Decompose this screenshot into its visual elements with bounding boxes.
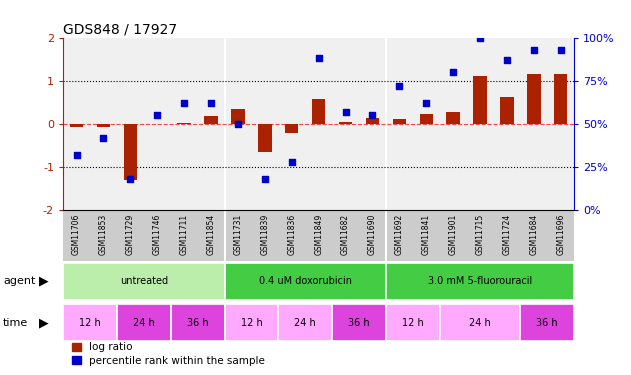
Bar <box>420 114 433 124</box>
Text: 36 h: 36 h <box>187 318 208 327</box>
Text: 3.0 mM 5-fluorouracil: 3.0 mM 5-fluorouracil <box>428 276 532 286</box>
Bar <box>278 304 332 341</box>
Text: GSM11682: GSM11682 <box>341 214 350 255</box>
Point <box>233 121 243 127</box>
Point <box>206 100 216 106</box>
Text: 36 h: 36 h <box>348 318 370 327</box>
Text: GSM11729: GSM11729 <box>126 214 135 255</box>
Bar <box>63 262 225 300</box>
Text: GSM11901: GSM11901 <box>449 214 457 255</box>
Bar <box>386 304 440 341</box>
Text: 0.4 uM doxorubicin: 0.4 uM doxorubicin <box>259 276 351 286</box>
Bar <box>258 124 271 152</box>
Text: GSM11684: GSM11684 <box>529 214 538 255</box>
Text: GSM11854: GSM11854 <box>206 214 216 255</box>
Text: time: time <box>3 318 28 327</box>
Point <box>341 109 351 115</box>
Bar <box>521 304 574 341</box>
Legend: log ratio, percentile rank within the sample: log ratio, percentile rank within the sa… <box>68 338 269 370</box>
Bar <box>500 97 514 124</box>
Text: untreated: untreated <box>120 276 168 286</box>
Bar <box>117 304 171 341</box>
Bar <box>332 304 386 341</box>
Text: GSM11692: GSM11692 <box>395 214 404 255</box>
Text: ▶: ▶ <box>39 275 49 288</box>
Bar <box>231 109 245 124</box>
Text: 24 h: 24 h <box>133 318 155 327</box>
Point <box>367 112 377 118</box>
Bar <box>204 116 218 124</box>
Text: GSM11731: GSM11731 <box>233 214 242 255</box>
Bar <box>527 74 541 124</box>
Point <box>260 176 270 182</box>
Point <box>314 55 324 61</box>
Bar <box>386 262 574 300</box>
Point <box>502 57 512 63</box>
Text: GSM11746: GSM11746 <box>153 214 162 255</box>
Point <box>475 34 485 40</box>
Text: 24 h: 24 h <box>469 318 491 327</box>
Text: GSM11724: GSM11724 <box>502 214 512 255</box>
Bar <box>392 118 406 124</box>
Text: GSM11715: GSM11715 <box>476 214 485 255</box>
Point <box>286 159 297 165</box>
Text: 12 h: 12 h <box>79 318 101 327</box>
Text: GSM11706: GSM11706 <box>72 214 81 255</box>
Bar <box>554 74 567 124</box>
Text: GSM11839: GSM11839 <box>261 214 269 255</box>
Text: GSM11841: GSM11841 <box>422 214 431 255</box>
Point <box>179 100 189 106</box>
Text: 12 h: 12 h <box>240 318 262 327</box>
Text: agent: agent <box>3 276 35 286</box>
Bar <box>440 304 521 341</box>
Bar <box>339 122 352 124</box>
Bar <box>177 123 191 124</box>
Bar <box>473 76 487 124</box>
Text: 36 h: 36 h <box>536 318 558 327</box>
Text: GDS848 / 17927: GDS848 / 17927 <box>63 22 177 36</box>
Bar <box>366 118 379 124</box>
Bar <box>97 124 110 127</box>
Point <box>71 152 81 158</box>
Point <box>152 112 162 118</box>
Point <box>529 46 539 53</box>
Bar <box>312 99 326 124</box>
Bar <box>225 304 278 341</box>
Bar <box>447 112 460 124</box>
Bar <box>285 124 298 133</box>
Point <box>126 176 136 182</box>
Text: GSM11690: GSM11690 <box>368 214 377 255</box>
Text: GSM11853: GSM11853 <box>99 214 108 255</box>
Text: ▶: ▶ <box>39 316 49 329</box>
Text: 12 h: 12 h <box>402 318 423 327</box>
Text: GSM11849: GSM11849 <box>314 214 323 255</box>
Point <box>448 69 458 75</box>
Text: 24 h: 24 h <box>294 318 316 327</box>
Bar <box>124 124 137 180</box>
Bar <box>63 304 117 341</box>
Point <box>98 135 109 141</box>
Bar <box>70 124 83 127</box>
Bar <box>225 262 386 300</box>
Bar <box>171 304 225 341</box>
Point <box>556 46 566 53</box>
Point <box>394 83 404 89</box>
Text: GSM11696: GSM11696 <box>557 214 565 255</box>
Point <box>422 100 432 106</box>
Text: GSM11836: GSM11836 <box>287 214 296 255</box>
Text: GSM11711: GSM11711 <box>180 214 189 255</box>
